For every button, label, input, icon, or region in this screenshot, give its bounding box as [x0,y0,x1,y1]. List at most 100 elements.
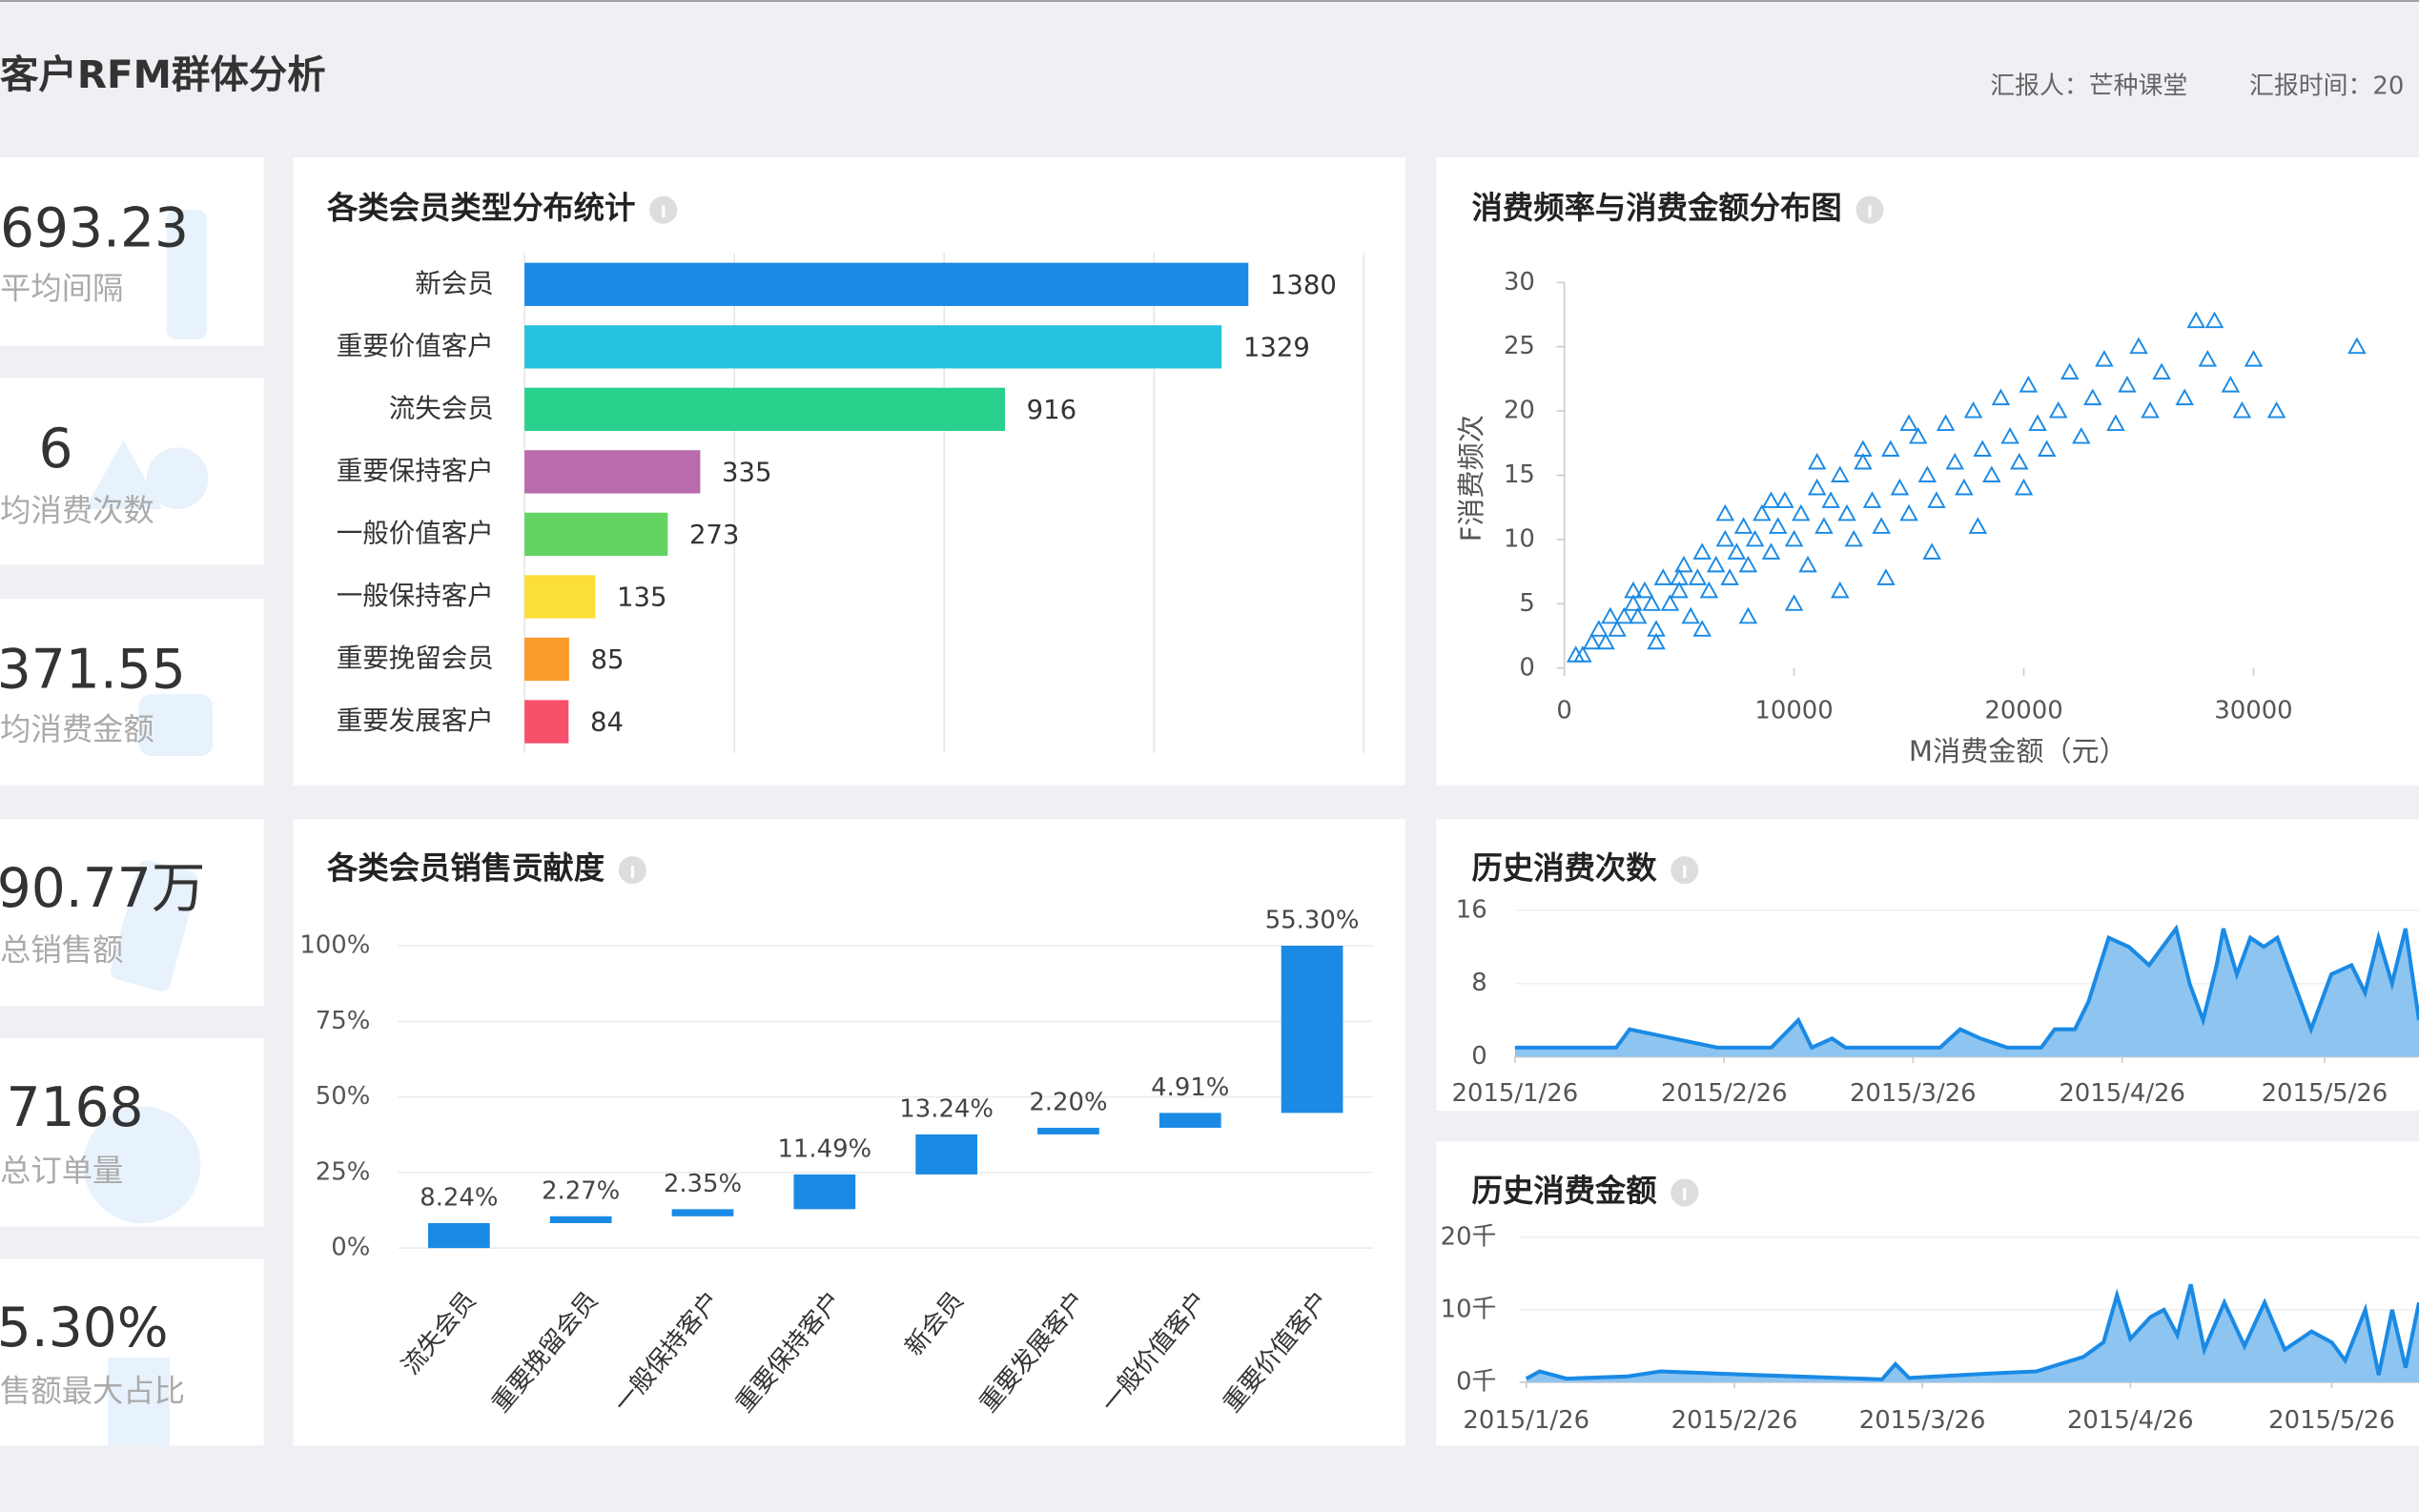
icon [146,447,209,510]
point [1890,478,1910,496]
data-label: 273 [689,520,740,550]
point [1727,542,1747,560]
data-label: 13.24% [899,1095,994,1124]
point [1601,606,1620,624]
point [1968,517,1988,534]
point [1624,594,1643,611]
chart-title: 各类会员类型分布统计 [327,190,635,226]
bar [524,262,1249,306]
point [1792,503,1811,521]
point [2175,388,2194,406]
x-tick-label: 2015/5/26 [2262,1079,2388,1108]
bar [1037,1127,1099,1134]
y-tick-label: 25% [316,1157,371,1186]
kpi-value: 693.23 [0,197,189,260]
point [1692,542,1712,560]
bar [524,325,1222,369]
kpi-label: 平均间隔 [0,270,123,306]
y-tick-label: 重要价值客户 [337,331,494,361]
point [1955,478,1974,496]
point [2232,401,2252,419]
page-title: 客户RFM群体分析 [0,51,326,97]
point [1837,503,1856,521]
y-tick-label: 20千 [1441,1222,1497,1251]
icon [108,1358,170,1446]
kpi-value: 90.77万 [0,857,205,920]
point [1706,555,1726,573]
data-label: 2.35% [664,1170,742,1198]
y-tick-label: 10千 [1441,1295,1497,1323]
point [1936,414,1956,432]
point [1733,517,1753,534]
data-label: 1329 [1243,332,1310,362]
point [1660,594,1680,611]
y-tick-label: 8 [1471,969,1486,997]
area [1514,929,2419,1057]
y-tick-label: 25 [1504,332,1535,360]
icon [166,210,207,340]
point [1922,542,1941,560]
point [2221,376,2241,393]
point [1720,568,1739,585]
line [1514,924,2419,1051]
bar [524,512,668,557]
point [1761,542,1781,560]
y-tick-label: 0 [1519,653,1534,682]
point [1854,439,1873,458]
point [1807,452,1827,470]
point [1624,581,1643,599]
kpi-label: 售额最大占比 [0,1373,185,1409]
x-tick-label: 2015/4/26 [2059,1079,2185,1108]
point [1738,606,1758,624]
chart-title: 消费频率与消费金额分布图 [1472,190,1842,226]
panel [293,157,1405,786]
point [1831,581,1850,599]
point [1635,581,1654,599]
kpi-label: 总订单量 [0,1153,123,1189]
x-tick-label: 20000 [1984,697,2062,725]
point [2060,362,2080,380]
x-tick-label: 30000 [2214,697,2292,725]
point [1642,594,1661,611]
point [2244,350,2264,367]
data-label: 916 [1027,395,1076,425]
data-label: 4.91% [1151,1073,1229,1102]
point [1768,517,1788,534]
bar [524,387,1006,432]
point [1608,620,1627,637]
panel [1436,1141,2419,1446]
point [1628,606,1648,624]
bar [524,450,701,494]
kpi-card [0,598,264,786]
x-tick-label: 2015/3/26 [1859,1406,1986,1435]
bar [1281,946,1343,1114]
point [2118,376,2137,393]
icon [83,1106,201,1224]
panel [293,819,1405,1446]
kpi-label: 总销售额 [0,931,123,968]
point [1681,606,1700,624]
x-axis-label: M消费金额（元） [1909,735,2127,767]
y-tick-label: 重要保持客户 [337,456,494,486]
y-tick-label: 75% [316,1007,371,1035]
point [2037,439,2057,458]
point [1688,568,1708,585]
y-tick-label: 一般保持客户 [337,581,494,611]
chart-title: 历史消费金额 [1472,1173,1658,1209]
y-tick-label: 100% [299,931,370,960]
point [2204,311,2224,329]
bar [671,1209,734,1216]
data-label: 2.20% [1029,1089,1107,1117]
icon [110,860,198,991]
point [1674,555,1693,573]
point [1573,645,1592,663]
point [1973,439,1992,458]
point [1862,491,1882,508]
point [2141,401,2160,419]
point [1596,632,1615,650]
bar [915,1134,977,1175]
point [1991,388,2011,406]
point [1647,632,1666,650]
point [2198,350,2218,367]
